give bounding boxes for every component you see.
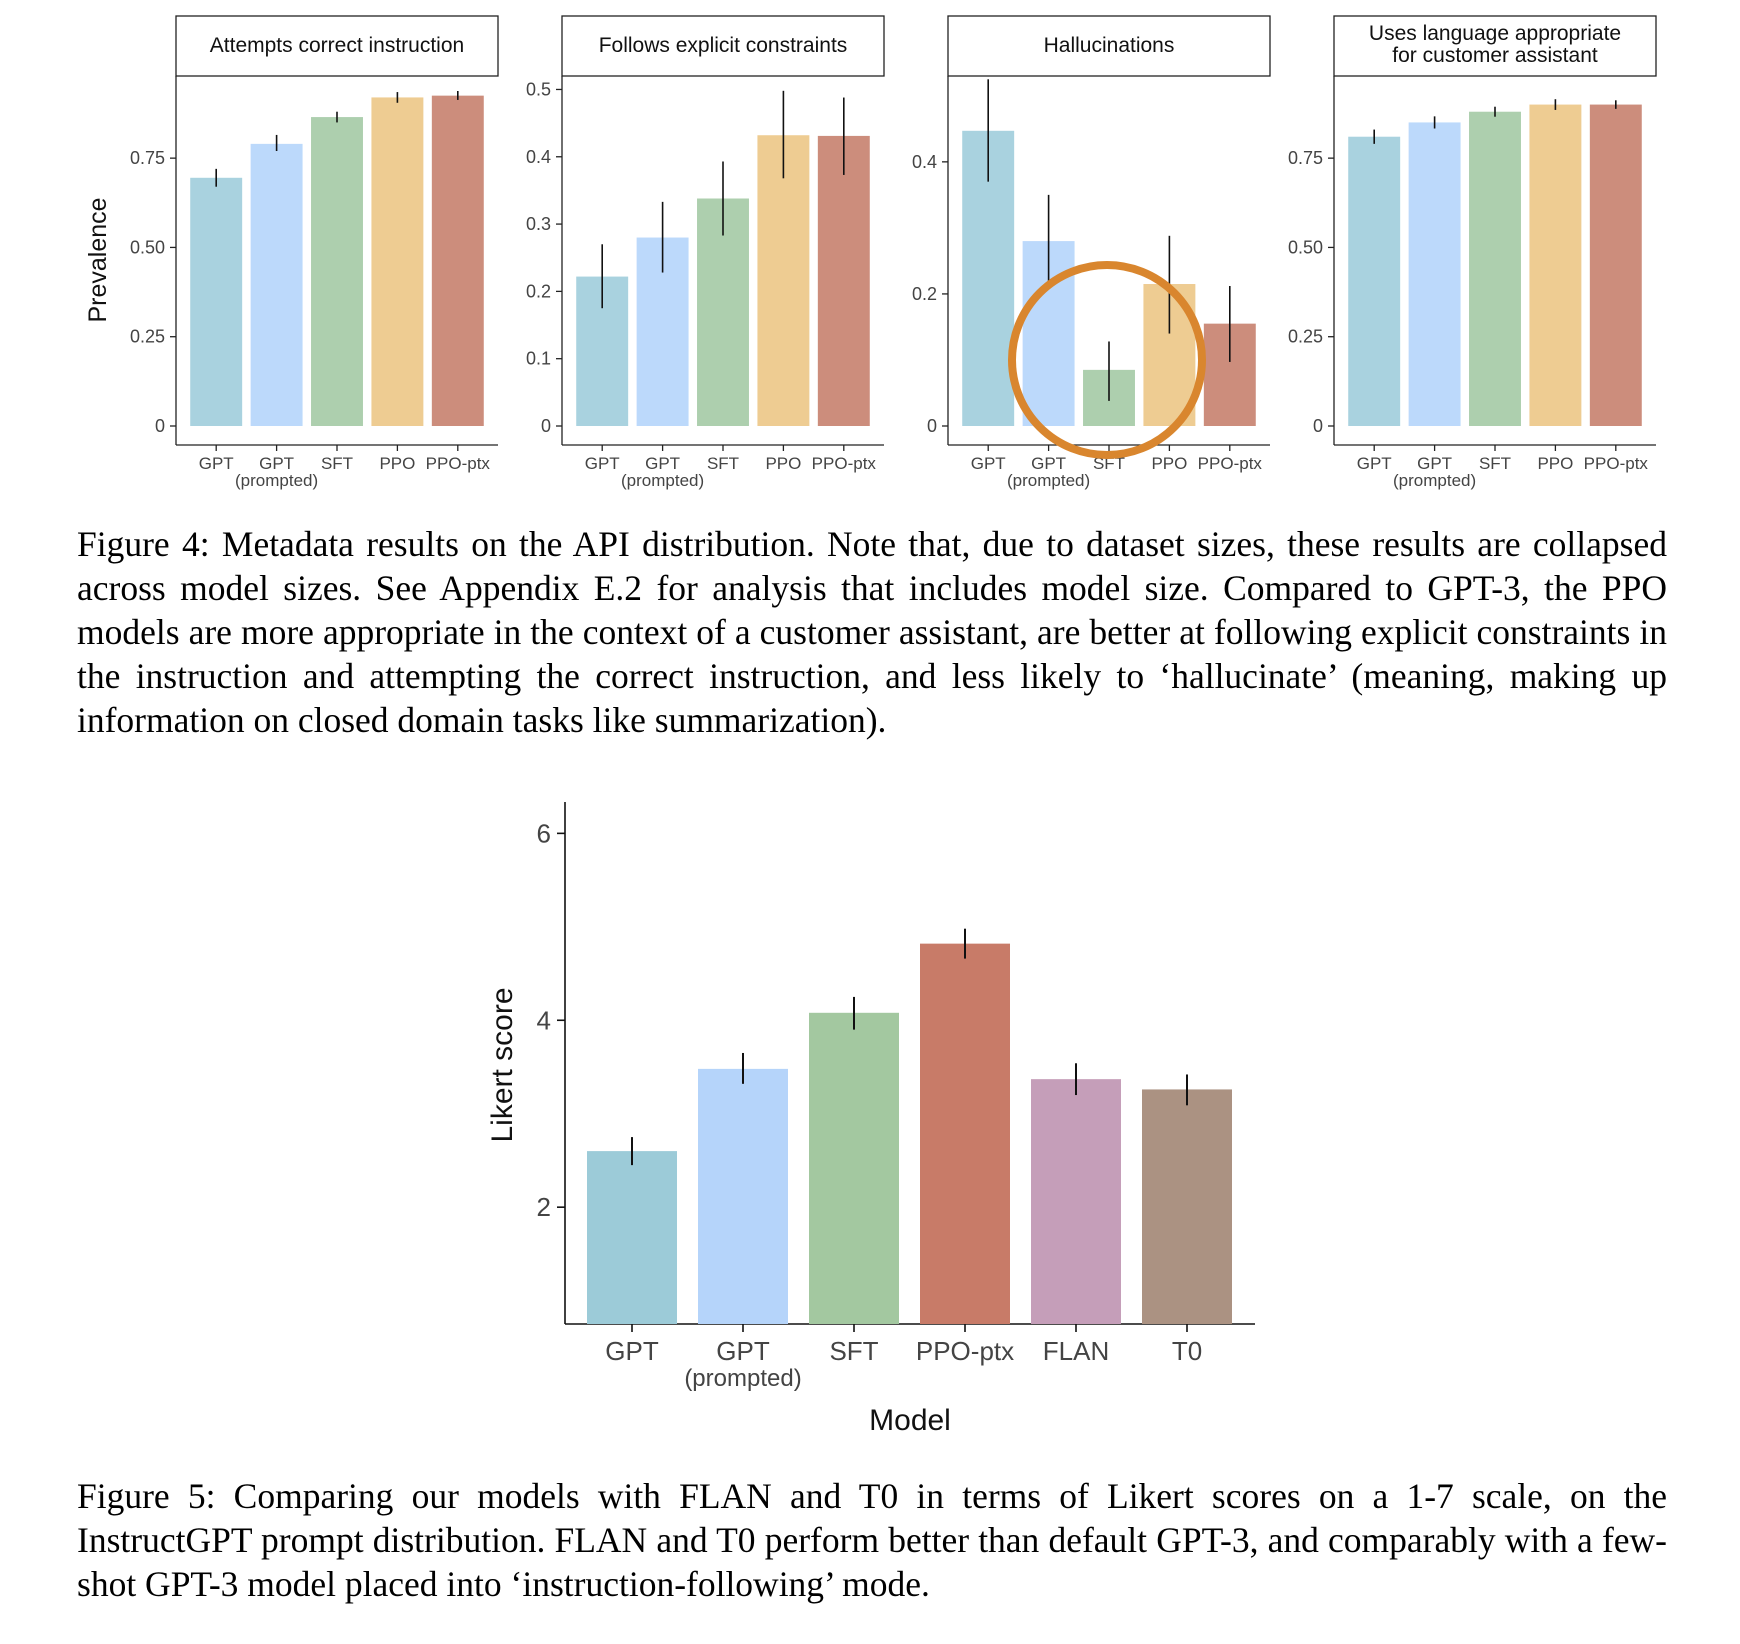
bar-sft <box>697 198 749 426</box>
y-tick-label: 0.25 <box>1288 327 1323 347</box>
panel-title: Hallucinations <box>1044 34 1175 57</box>
figure-5-caption: Figure 5: Comparing our models with FLAN… <box>77 1474 1667 1606</box>
y-tick-label: 6 <box>537 818 551 848</box>
panel-title-line-2: for customer assistant <box>1392 44 1598 67</box>
bar-gpt-prompted <box>698 1068 788 1324</box>
x-tick-label: PPO <box>379 454 415 473</box>
x-tick-label: SFT <box>707 454 739 473</box>
x-tick-label: GPT <box>1357 454 1392 473</box>
x-tick-label-sub: (prompted) <box>684 1365 801 1392</box>
bar-ppo <box>757 135 810 426</box>
y-axis-title: Prevalence <box>84 197 112 322</box>
x-tick-label: GPT <box>1031 454 1066 473</box>
panel-title: Attempts correct instruction <box>210 34 464 57</box>
bar-gpt <box>1348 136 1401 426</box>
bar-ppo <box>371 97 424 426</box>
y-tick-label: 0 <box>927 416 937 436</box>
x-tick-label: PPO <box>765 454 801 473</box>
x-tick-label-sub: (prompted) <box>1007 471 1090 490</box>
bar-ppo-ptx <box>1589 104 1642 427</box>
x-tick-label: FLAN <box>1043 1336 1109 1366</box>
annotation-circle <box>1008 261 1206 459</box>
panel-title: Follows explicit constraints <box>599 34 848 57</box>
bar-t0 <box>1142 1089 1232 1324</box>
y-tick-label: 0.3 <box>526 214 551 234</box>
panel-title-line-1: Uses language appropriate <box>1369 22 1621 45</box>
x-tick-label-sub: (prompted) <box>621 471 704 490</box>
figure-4-charts: Attempts correct instruction00.250.500.7… <box>84 15 1657 490</box>
y-tick-label: 0.25 <box>130 327 165 347</box>
x-tick-label: GPT <box>585 454 620 473</box>
x-tick-label: SFT <box>829 1336 878 1366</box>
x-tick-label: SFT <box>1479 454 1511 473</box>
panel-title-box <box>175 15 499 77</box>
y-tick-label: 0.75 <box>130 148 165 168</box>
x-tick-label-sub: (prompted) <box>1393 471 1476 490</box>
y-tick-label: 0.50 <box>130 237 165 257</box>
x-tick-label: GPT <box>199 454 234 473</box>
bar-gpt <box>190 177 243 426</box>
bar-gpt-prompted <box>1408 122 1461 426</box>
y-tick-label: 0.4 <box>526 147 551 167</box>
figure-5-label: Figure 5: <box>77 1476 216 1516</box>
bar-ppo-ptx <box>817 135 870 426</box>
y-tick-label: 4 <box>537 1005 551 1035</box>
x-tick-label: PPO <box>1151 454 1187 473</box>
panel-title-box <box>561 15 885 77</box>
y-tick-label: 0.2 <box>526 281 551 301</box>
y-tick-label: 0.2 <box>912 284 937 304</box>
x-tick-label: GPT <box>259 454 294 473</box>
bar-sft <box>311 117 363 427</box>
x-tick-label: PPO-ptx <box>916 1336 1014 1366</box>
bar-sft <box>809 1012 899 1324</box>
y-tick-label: 0.4 <box>912 152 937 172</box>
figure-4-caption: Figure 4: Metadata results on the API di… <box>77 522 1667 742</box>
x-tick-label: PPO-ptx <box>1584 454 1649 473</box>
x-tick-label: T0 <box>1172 1336 1202 1366</box>
y-tick-label: 0.50 <box>1288 237 1323 257</box>
x-tick-label: GPT <box>971 454 1006 473</box>
x-tick-label: GPT <box>605 1336 659 1366</box>
panel-attempts-correct-instruction: Attempts correct instruction 0 0.25 0.50 0.7… <box>130 15 499 490</box>
bar-ppo <box>1529 104 1582 427</box>
y-tick-label: 0.5 <box>526 79 551 99</box>
figure-5-caption-text: Comparing our models with FLAN and T0 in… <box>77 1476 1667 1604</box>
x-tick-label: PPO-ptx <box>426 454 491 473</box>
x-tick-label: GPT <box>645 454 680 473</box>
x-tick-label: SFT <box>321 454 353 473</box>
x-tick-label-sub: (prompted) <box>235 471 318 490</box>
y-axis-title: Likert score <box>486 987 519 1142</box>
bar-gpt-prompted <box>250 143 303 426</box>
x-tick-label: PPO <box>1537 454 1573 473</box>
panel-follows-explicit-constraints: Follows explicit constraints 0 0.1 0.2 0.3 0.… <box>526 15 885 490</box>
bar-sft <box>1469 111 1521 426</box>
x-tick-label: GPT <box>716 1336 770 1366</box>
bar-ppo-ptx <box>920 943 1010 1324</box>
panel-title-box <box>1333 15 1657 77</box>
y-tick-label: 0 <box>1313 416 1323 436</box>
panel-title-box <box>947 15 1271 77</box>
x-tick-label: GPT <box>1417 454 1452 473</box>
figure-4-caption-text: Metadata results on the API distribution… <box>77 524 1667 740</box>
x-tick-label: PPO-ptx <box>1198 454 1263 473</box>
bar-flan <box>1031 1079 1121 1324</box>
y-tick-label: 0 <box>155 416 165 436</box>
figure-4-label: Figure 4: <box>77 524 210 564</box>
x-tick-label: PPO-ptx <box>812 454 877 473</box>
bar-gpt <box>587 1151 677 1324</box>
y-tick-label: 0.1 <box>526 349 551 369</box>
bar-ppo-ptx <box>431 95 484 427</box>
y-tick-label: 2 <box>537 1192 551 1222</box>
y-tick-label: 0.75 <box>1288 148 1323 168</box>
x-axis-title: Model <box>869 1404 951 1437</box>
y-tick-label: 0 <box>541 416 551 436</box>
